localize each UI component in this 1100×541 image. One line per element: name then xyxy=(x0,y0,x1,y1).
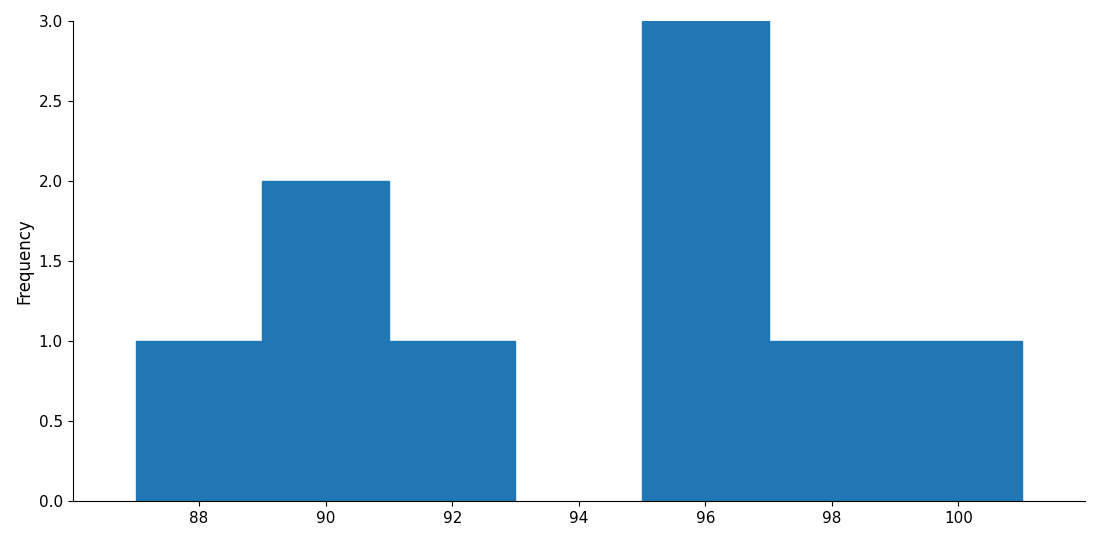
Bar xyxy=(135,341,263,502)
Bar xyxy=(895,341,1022,502)
Bar xyxy=(642,21,769,502)
Bar xyxy=(769,341,895,502)
Bar xyxy=(389,341,516,502)
Y-axis label: Frequency: Frequency xyxy=(15,218,33,304)
Bar xyxy=(263,181,389,502)
